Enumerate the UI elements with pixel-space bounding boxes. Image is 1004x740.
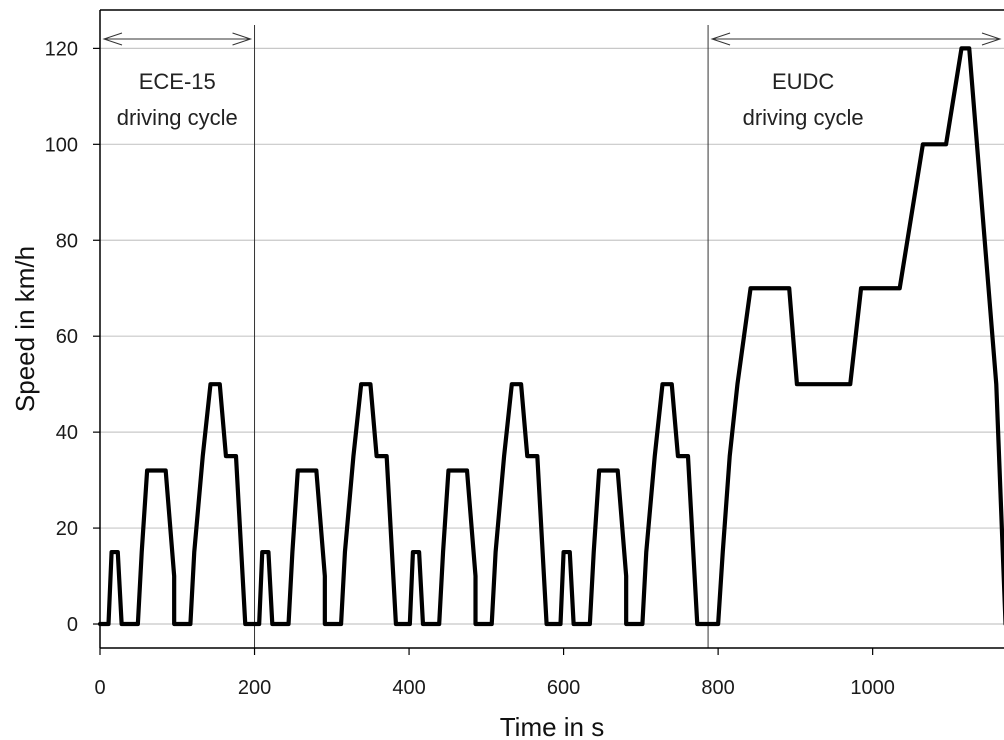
y-tick-label: 120 [45,38,78,60]
cycle-annotation-title: ECE-15 [139,69,216,94]
tick-layer: 0 20 40 60 80 100 120 0 200 400 600 800 1000 [45,38,895,699]
y-tick-label: 100 [45,134,78,156]
y-tick-label: 20 [56,518,78,540]
grid-layer [100,47,1004,625]
right-arrow-head [232,32,253,46]
y-axis-title: Speed in km/h [10,246,40,412]
right-arrow-head [981,32,1002,46]
axis-layer [99,9,1004,649]
x-tick-label: 0 [94,677,105,699]
speed-series-line [97,46,1004,627]
x-tick-label: 1000 [850,677,895,699]
left-arrow-head [710,32,731,46]
x-axis-title: Time in s [500,712,605,740]
y-tick-label: 60 [56,326,78,348]
cycle-annotation-subtitle: driving cycle [117,105,238,130]
annotation-layer: ECE-15 driving cycle EUDC driving cycle [99,25,1002,648]
y-tick-label: 0 [67,614,78,636]
cycle-annotation-title: EUDC [772,69,834,94]
x-tick-label: 200 [238,677,271,699]
x-tick-label: 400 [392,677,425,699]
left-arrow-head [102,32,123,46]
x-tick-label: 600 [547,677,580,699]
x-tick-label: 800 [701,677,734,699]
cycle-annotation-subtitle: driving cycle [743,105,864,130]
y-tick-label: 80 [56,230,78,252]
series-layer [97,46,1004,627]
y-tick-label: 40 [56,422,78,444]
